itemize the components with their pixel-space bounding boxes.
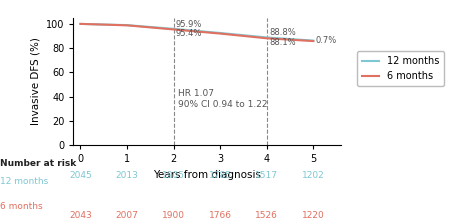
Text: 12 months: 12 months bbox=[0, 177, 48, 186]
Text: 0.7%: 0.7% bbox=[316, 36, 337, 45]
Text: Number at risk: Number at risk bbox=[0, 159, 76, 168]
Text: 6 months: 6 months bbox=[0, 202, 43, 211]
12 months bbox=[310, 39, 316, 42]
Text: 1900: 1900 bbox=[162, 211, 185, 220]
6 months bbox=[124, 24, 130, 27]
12 months bbox=[171, 27, 176, 30]
Text: 88.1%: 88.1% bbox=[269, 38, 296, 47]
Line: 12 months: 12 months bbox=[81, 24, 313, 41]
Text: 88.8%: 88.8% bbox=[269, 29, 296, 37]
Y-axis label: Invasive DFS (%): Invasive DFS (%) bbox=[30, 37, 40, 125]
Text: 1766: 1766 bbox=[209, 211, 232, 220]
Text: 1202: 1202 bbox=[302, 171, 325, 180]
6 months bbox=[310, 40, 316, 42]
Text: 2007: 2007 bbox=[116, 211, 138, 220]
12 months bbox=[218, 32, 223, 34]
Legend: 12 months, 6 months: 12 months, 6 months bbox=[357, 51, 444, 86]
X-axis label: Years from diagnosis: Years from diagnosis bbox=[154, 169, 261, 180]
6 months bbox=[264, 37, 270, 40]
Text: 1517: 1517 bbox=[255, 171, 278, 180]
6 months bbox=[171, 28, 176, 31]
Text: 2045: 2045 bbox=[69, 171, 92, 180]
12 months bbox=[78, 23, 83, 25]
Text: 95.9%: 95.9% bbox=[176, 20, 202, 29]
6 months bbox=[78, 23, 83, 25]
Text: 1526: 1526 bbox=[255, 211, 278, 220]
Text: 95.4%: 95.4% bbox=[176, 29, 202, 38]
Text: 1785: 1785 bbox=[209, 171, 232, 180]
12 months bbox=[124, 24, 130, 27]
Text: 2043: 2043 bbox=[69, 211, 92, 220]
Line: 6 months: 6 months bbox=[81, 24, 313, 41]
Text: 1220: 1220 bbox=[302, 211, 325, 220]
12 months bbox=[264, 36, 270, 39]
Text: HR 1.07
90% CI 0.94 to 1.22: HR 1.07 90% CI 0.94 to 1.22 bbox=[178, 89, 268, 109]
6 months bbox=[218, 32, 223, 35]
Text: 1905: 1905 bbox=[162, 171, 185, 180]
Text: 2013: 2013 bbox=[116, 171, 138, 180]
